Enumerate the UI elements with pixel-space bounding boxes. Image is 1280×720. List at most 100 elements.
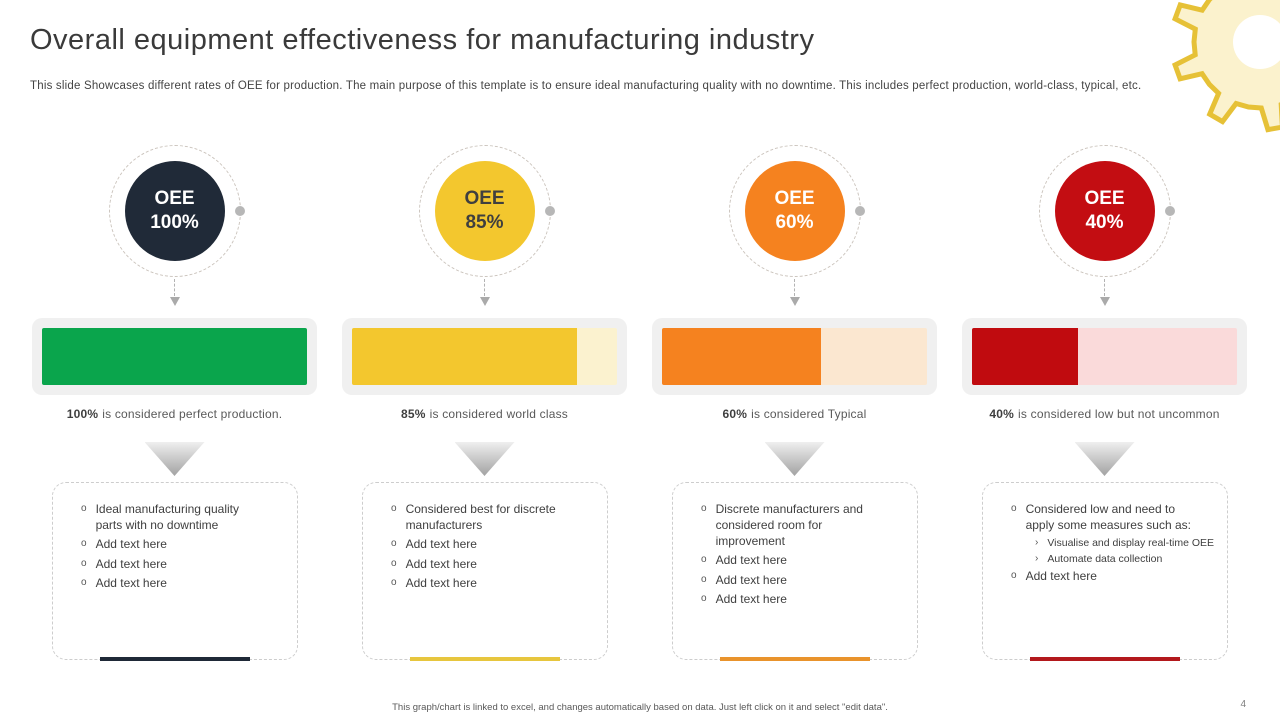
- list-item: o Add text here: [81, 575, 287, 592]
- oee-circle-badge: OEE 40%: [1054, 161, 1155, 261]
- bullet-list: o Ideal manufacturing quality parts with …: [81, 501, 287, 592]
- bullet-icon: o: [701, 573, 707, 585]
- caption-percent: 85%: [400, 407, 426, 421]
- ring-dot-decoration: [544, 206, 555, 216]
- oee-label: OEE: [464, 188, 505, 209]
- bullet-text: Considered best for discrete manufacture…: [405, 502, 556, 533]
- bar-caption: 40% is considered low but not uncommon: [962, 407, 1247, 421]
- list-item: o Add text here: [391, 556, 597, 573]
- bullet-icon: o: [701, 593, 707, 605]
- arrow-down-icon: [169, 297, 180, 306]
- accent-underline: [1030, 657, 1180, 661]
- page-number: 4: [1240, 699, 1246, 710]
- bullet-icon: o: [391, 557, 397, 569]
- bar-caption: 85% is considered world class: [342, 407, 627, 421]
- ring-dot-decoration: [854, 206, 865, 216]
- oee-value: 85%: [465, 212, 504, 233]
- bullet-text: Automate data collection: [1047, 553, 1163, 566]
- oee-column-85: OEE 85% 85% is considered world class o Co…: [342, 140, 627, 661]
- list-item: o Add text here: [701, 572, 907, 589]
- down-pointer-decoration: [1074, 442, 1135, 476]
- bar-caption: 100% is considered perfect production.: [32, 407, 317, 421]
- list-item: o Add text here: [81, 536, 287, 553]
- bullet-text: Add text here: [95, 556, 167, 571]
- chevron-bullet-icon: ›: [1035, 537, 1039, 549]
- page-title: Overall equipment effectiveness for manu…: [30, 24, 815, 56]
- oee-circle-badge: OEE 85%: [434, 161, 535, 261]
- progress-bar-container: [962, 318, 1247, 395]
- caption-text: is considered Typical: [751, 407, 867, 421]
- caption-percent: 100%: [66, 407, 99, 421]
- bullet-text: Add text here: [715, 553, 787, 568]
- down-pointer-decoration: [454, 442, 515, 476]
- bullet-icon: o: [391, 503, 397, 514]
- page-subtitle: This slide Showcases different rates of …: [30, 80, 1142, 92]
- connector-line: [173, 279, 175, 296]
- connector-line: [793, 279, 795, 296]
- bullet-icon: o: [391, 577, 397, 589]
- bullet-icon: o: [81, 577, 87, 589]
- caption-percent: 40%: [989, 407, 1015, 421]
- bullet-list: o Considered best for discrete manufactur…: [391, 501, 597, 592]
- accent-underline: [410, 657, 560, 661]
- accent-underline: [720, 657, 870, 661]
- sub-list-item: › Automate data collection: [1035, 552, 1217, 566]
- bullet-text: Add text here: [95, 576, 167, 591]
- bullet-icon: o: [391, 538, 397, 550]
- bullet-icon: o: [701, 554, 707, 566]
- list-item: o Add text here: [1011, 568, 1217, 585]
- bullet-list: o Considered low and need to apply some m…: [1011, 501, 1217, 585]
- ring-dot-decoration: [234, 206, 245, 216]
- oee-value: 60%: [775, 212, 814, 233]
- caption-text: is considered low but not uncommon: [1018, 407, 1220, 421]
- ring-dot-decoration: [1164, 206, 1175, 216]
- oee-label: OEE: [774, 188, 815, 209]
- oee-circle-badge: OEE 100%: [124, 161, 225, 261]
- list-item: o Add text here: [81, 556, 287, 573]
- progress-bar-fill: [662, 328, 821, 385]
- caption-percent: 60%: [722, 407, 748, 421]
- note-box: o Discrete manufacturers and considered r…: [672, 482, 918, 661]
- footer-note: This graph/chart is linked to excel, and…: [392, 702, 888, 713]
- caption-text: is considered world class: [429, 407, 568, 421]
- oee-value: 100%: [150, 212, 199, 233]
- bullet-icon: o: [81, 503, 87, 514]
- oee-columns: OEE 100% 100% is considered perfect produ…: [32, 140, 1247, 661]
- progress-bar-fill: [42, 328, 307, 385]
- oee-column-60: OEE 60% 60% is considered Typical o Discre…: [652, 140, 937, 661]
- bullet-text: Add text here: [405, 556, 477, 571]
- arrow-down-icon: [1099, 297, 1110, 306]
- bullet-icon: o: [1011, 503, 1017, 514]
- gear-icon: [1171, 0, 1280, 133]
- note-box: o Considered low and need to apply some m…: [982, 482, 1228, 661]
- list-item: o Considered best for discrete manufactur…: [391, 501, 597, 533]
- list-item: o Considered low and need to apply some m…: [1011, 501, 1217, 533]
- down-pointer-decoration: [764, 442, 825, 476]
- oee-value: 40%: [1085, 212, 1124, 233]
- bullet-text: Add text here: [405, 576, 477, 591]
- list-item: o Add text here: [391, 575, 597, 592]
- bullet-text: Add text here: [715, 572, 787, 587]
- bullet-text: Considered low and need to apply some me…: [1025, 502, 1191, 533]
- list-item: o Add text here: [391, 536, 597, 553]
- arrow-down-icon: [789, 297, 800, 306]
- bullet-list: o Discrete manufacturers and considered r…: [701, 501, 907, 608]
- progress-bar-fill: [972, 328, 1078, 385]
- oee-label: OEE: [154, 188, 195, 209]
- oee-circle-badge: OEE 60%: [744, 161, 845, 261]
- oee-label: OEE: [1084, 188, 1125, 209]
- progress-bar-track: [972, 328, 1237, 385]
- note-box: o Considered best for discrete manufactur…: [362, 482, 608, 661]
- accent-underline: [100, 657, 250, 661]
- bullet-text: Ideal manufacturing quality parts with n…: [95, 502, 239, 533]
- bullet-text: Add text here: [405, 537, 477, 552]
- progress-bar-fill: [352, 328, 578, 385]
- connector-line: [1103, 279, 1105, 296]
- list-item: o Add text here: [701, 552, 907, 569]
- bullet-icon: o: [701, 503, 707, 514]
- bullet-text: Discrete manufacturers and considered ro…: [715, 502, 863, 549]
- sub-list-item: › Visualise and display real-time OEE: [1035, 536, 1217, 550]
- progress-bar-container: [32, 318, 317, 395]
- bullet-text: Add text here: [715, 592, 787, 607]
